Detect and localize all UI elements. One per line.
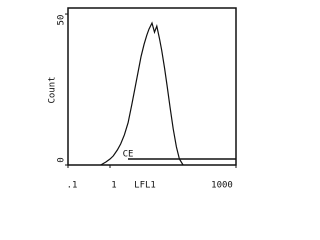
x-tick-label: 1 [111,181,116,191]
plot-frame [67,7,237,166]
page: {"chart_data": {"type": "line", "x_label… [47,7,237,191]
x-tick-label: 1000 [211,181,233,191]
y-tick-label: 50 [57,15,67,26]
x-axis-label: LFL1 [134,181,156,191]
annotation: CE [123,150,134,160]
x-tick-label: .1 [67,181,78,191]
chart: LFL1 Count CE .1 1 1000 0 50 [48,7,237,191]
y-axis-label: Count [48,76,58,103]
y-tick-label: 0 [57,157,67,162]
histogram-line [100,21,184,166]
